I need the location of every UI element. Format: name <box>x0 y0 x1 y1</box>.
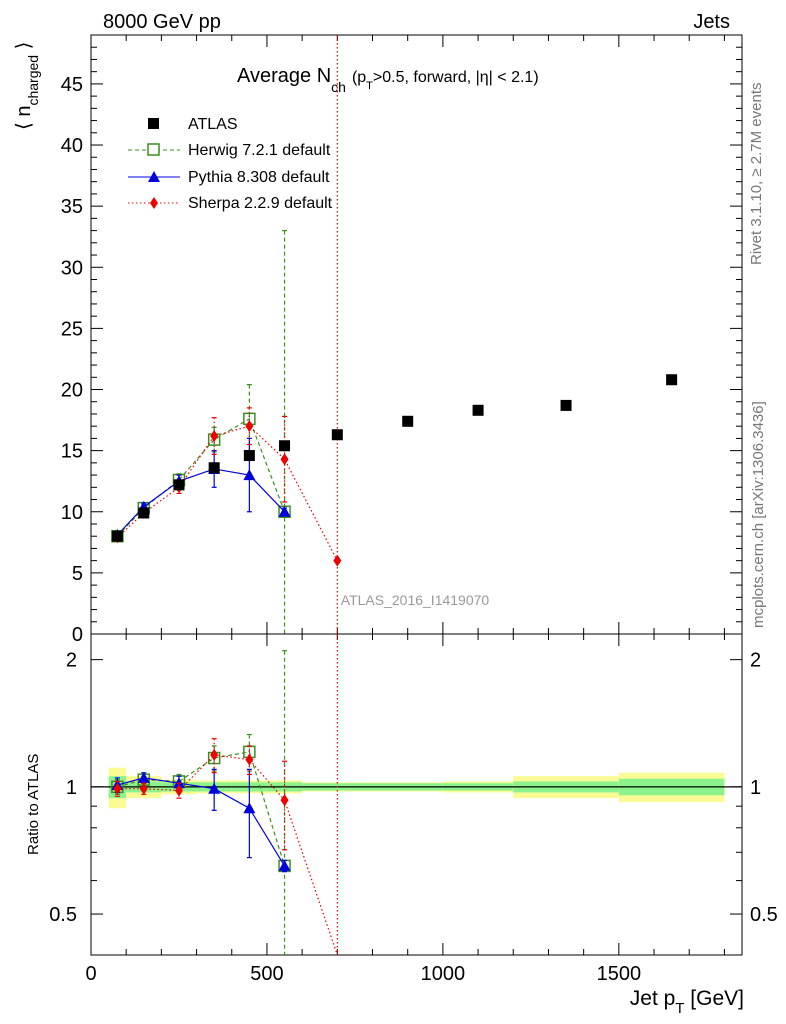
main-y-tick-label: 35 <box>61 196 83 218</box>
ratio-y-tick-label: 1 <box>66 777 77 799</box>
main-line-sherpa <box>116 425 338 561</box>
title-post: >0.5, forward, |η| < 2.1) <box>373 69 539 86</box>
x-tick-label: 1000 <box>421 963 466 985</box>
ratio-y-tick-label-right: 0.5 <box>750 904 778 926</box>
legend-entry-atlas: ATLAS <box>148 116 238 133</box>
main-point-atlas <box>472 404 484 416</box>
ratio-panel: 0.5 0.5 1 1 2 2 Ratio to ATLAS 0 500 1000 1500 J… <box>25 633 778 1017</box>
x-axis-label: Jet pT [GeV] <box>630 987 744 1017</box>
ratio-point-pythia <box>137 771 150 783</box>
ylabel-sub: charged <box>25 55 41 106</box>
main-point-atlas <box>208 462 220 474</box>
ratio-axis-ticks <box>90 634 742 955</box>
main-point-atlas <box>243 450 255 462</box>
legend-marker-sherpa <box>150 197 158 209</box>
main-y-tick-label: 10 <box>61 502 83 524</box>
ylabel-left: ⟨ n <box>13 106 35 130</box>
title-main: Average N <box>237 65 331 87</box>
x-tick-label: 0 <box>85 963 96 985</box>
main-point-pythia <box>243 469 256 481</box>
ratio-y-tick-labels: 0.5 0.5 1 1 2 2 <box>49 650 778 926</box>
main-point-sherpa <box>333 554 342 567</box>
xlabel-main: Jet p <box>630 987 676 1010</box>
ratio-point-sherpa <box>280 794 289 807</box>
main-y-tick-label: 0 <box>72 624 83 646</box>
ratio-uncertainty-bands <box>91 767 742 809</box>
main-y-tick-label: 15 <box>61 441 83 463</box>
main-axis-ticks <box>90 35 742 635</box>
main-y-tick-label: 40 <box>61 135 83 157</box>
legend-label-herwig: Herwig 7.2.1 default <box>188 142 331 159</box>
header-energy-label: 8000 GeV pp <box>103 11 221 33</box>
main-data-layer <box>111 35 678 634</box>
main-y-tick-label: 25 <box>61 318 83 340</box>
main-point-sherpa <box>245 420 254 433</box>
main-y-tick-label: 45 <box>61 74 83 96</box>
ratio-y-axis-label: Ratio to ATLAS <box>25 754 42 855</box>
main-point-atlas <box>331 429 343 441</box>
ratio-frame <box>90 633 743 956</box>
legend-marker-pythia <box>148 171 160 182</box>
ratio-point-sherpa <box>210 748 219 761</box>
main-y-tick-label: 30 <box>61 257 83 279</box>
main-point-atlas <box>560 399 572 411</box>
analysis-tag: ATLAS_2016_I1419070 <box>341 592 490 608</box>
legend-label-atlas: ATLAS <box>188 116 238 133</box>
main-point-atlas <box>402 415 414 427</box>
ratio-point-pythia <box>278 859 291 871</box>
rivet-version-label: Rivet 3.1.10, ≥ 2.7M events <box>748 83 765 266</box>
ratio-point-pythia <box>208 782 221 794</box>
ratio-y-tick-label-right: 2 <box>750 650 761 672</box>
main-y-axis-label: ⟨ ncharged ⟩ <box>13 42 41 130</box>
main-point-atlas <box>666 374 678 386</box>
ratio-point-sherpa <box>139 782 148 795</box>
header-jets-label: Jets <box>693 11 730 33</box>
main-point-sherpa <box>210 429 219 442</box>
title-pre: (p <box>352 69 366 86</box>
main-point-atlas <box>138 507 150 519</box>
main-panel: 0 5 10 15 20 25 30 35 40 45 ATLAS_2016_I1419070 A… <box>13 34 743 646</box>
xlabel-post: [GeV] <box>684 987 744 1010</box>
legend-marker-atlas <box>148 118 159 129</box>
ratio-line-pythia <box>117 777 286 867</box>
main-point-sherpa <box>280 453 289 466</box>
ratio-point-pythia <box>243 802 256 814</box>
main-point-atlas <box>279 440 291 452</box>
main-y-tick-label: 20 <box>61 380 83 402</box>
main-point-atlas <box>173 479 185 491</box>
title-sub: ch <box>331 79 346 95</box>
chart-title: Average Nch (pT>0.5, forward, |η| < 2.1) <box>237 65 539 95</box>
ratio-point-sherpa <box>113 782 122 795</box>
x-tick-label: 1500 <box>597 963 642 985</box>
legend-entry-pythia: Pythia 8.308 default <box>128 169 330 186</box>
ratio-point-sherpa <box>245 753 254 766</box>
title-sub2: T <box>366 80 373 92</box>
xlabel-sub: T <box>675 1000 684 1017</box>
x-tick-label: 500 <box>250 963 283 985</box>
main-point-atlas <box>111 530 123 542</box>
main-point-pythia <box>278 505 291 517</box>
legend: ATLAS Herwig 7.2.1 default Pythia 8.308 … <box>128 116 333 212</box>
legend-entry-sherpa: Sherpa 2.2.9 default <box>128 195 333 212</box>
ratio-y-tick-label: 0.5 <box>49 904 77 926</box>
mcplots-source-label: mcplots.cern.ch [arXiv:1306.3436] <box>750 401 767 628</box>
legend-label-sherpa: Sherpa 2.2.9 default <box>188 195 333 212</box>
x-tick-labels: 0 500 1000 1500 <box>85 963 641 985</box>
ratio-point-sherpa <box>174 784 183 797</box>
ratio-y-tick-label-right: 1 <box>750 777 761 799</box>
ratio-data-layer <box>111 634 338 956</box>
ratio-y-tick-label: 2 <box>66 650 77 672</box>
legend-marker-herwig <box>147 143 160 156</box>
legend-label-pythia: Pythia 8.308 default <box>188 169 330 186</box>
main-y-tick-labels: 0 5 10 15 20 25 30 35 40 45 <box>61 74 83 646</box>
legend-entry-herwig: Herwig 7.2.1 default <box>128 142 331 159</box>
ylabel-right: ⟩ <box>13 42 35 55</box>
main-y-tick-label: 5 <box>72 563 83 585</box>
